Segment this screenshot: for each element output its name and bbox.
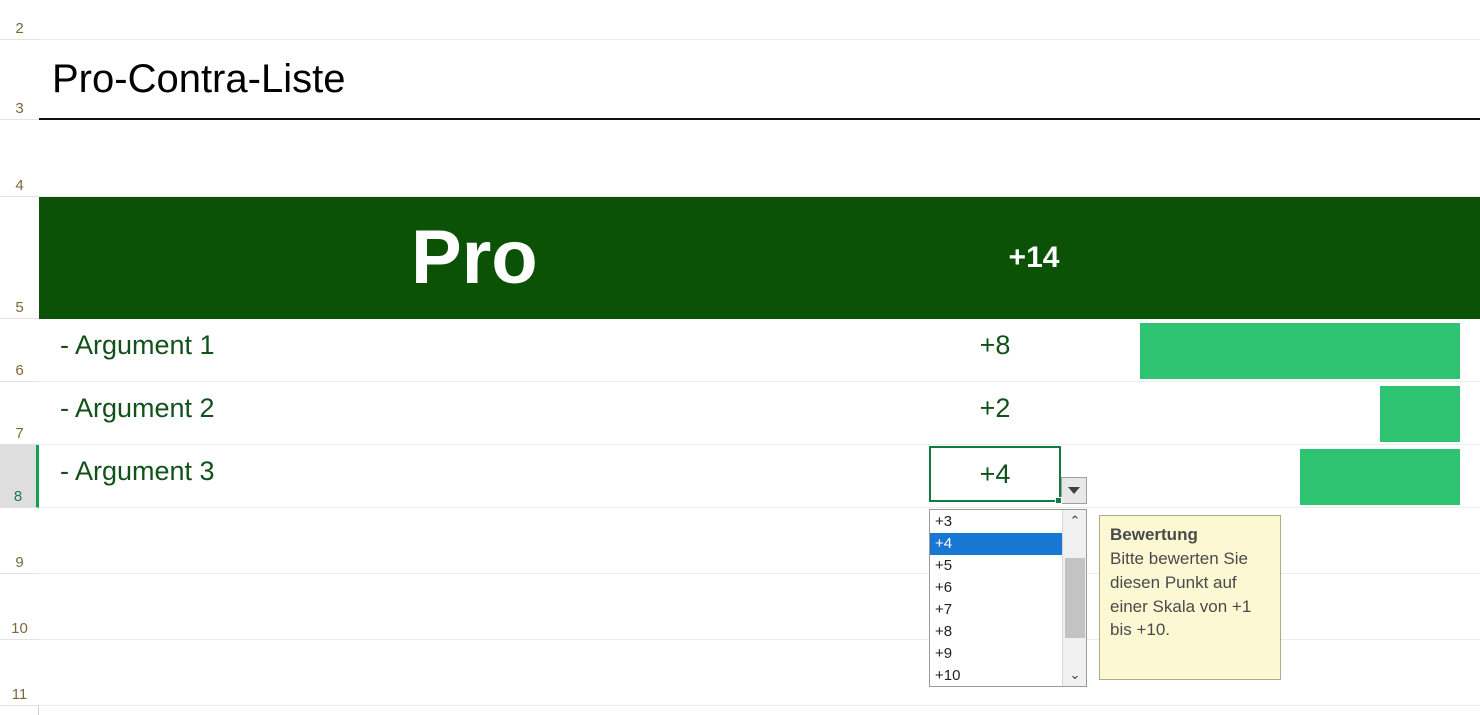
argument-label[interactable]: - Argument 2 [60, 393, 215, 423]
argument-label[interactable]: - Argument 1 [60, 330, 215, 360]
title-row: Pro-Contra-Liste [39, 40, 1480, 120]
dropdown-option[interactable]: +10 [935, 667, 961, 684]
row-header-9[interactable]: 9 [0, 508, 39, 574]
grid-row [39, 382, 1480, 445]
pro-section-header: Pro +14 [39, 197, 1480, 319]
grid-row [39, 120, 1480, 197]
dropdown-toggle-button[interactable] [1061, 477, 1087, 504]
tooltip-body: Bitte bewerten Sie diesen Punkt auf eine… [1110, 548, 1252, 640]
dropdown-option[interactable]: +7 [935, 601, 953, 618]
dropdown-options[interactable]: +3 +4 +5 +6 +7 +8 +9 +10 [930, 510, 1062, 686]
dropdown-option[interactable]: +3 [935, 513, 953, 530]
dropdown-option[interactable]: +5 [935, 557, 953, 574]
pro-heading: Pro [411, 215, 538, 300]
dropdown-list[interactable]: +3 +4 +5 +6 +7 +8 +9 +10 ⌃ ⌄ [929, 509, 1087, 687]
fill-handle[interactable] [1055, 497, 1062, 504]
chevron-down-icon [1068, 487, 1080, 494]
row-header-6[interactable]: 6 [0, 319, 39, 382]
row-header-10[interactable]: 10 [0, 574, 39, 640]
argument-label[interactable]: - Argument 3 [60, 456, 215, 486]
scrollbar-thumb[interactable] [1065, 558, 1085, 638]
row-header-7[interactable]: 7 [0, 382, 39, 445]
row-header-gutter: 2 3 4 5 6 7 8 9 10 11 [0, 0, 39, 715]
row-header-5[interactable]: 5 [0, 197, 39, 319]
chevron-up-icon[interactable]: ⌃ [1069, 513, 1081, 528]
argument-score[interactable]: +8 [979, 330, 1011, 360]
argument-score[interactable]: +2 [979, 393, 1011, 423]
grid-row [39, 574, 1480, 640]
row-header-4[interactable]: 4 [0, 120, 39, 197]
input-message-tooltip: Bewertung Bitte bewerten Sie diesen Punk… [1099, 515, 1281, 680]
tooltip-title: Bewertung [1110, 525, 1198, 544]
dropdown-option[interactable]: +4 [930, 533, 1062, 555]
grid-row [39, 508, 1480, 574]
dropdown-option[interactable]: +9 [935, 645, 953, 662]
dropdown-option[interactable]: +8 [935, 623, 953, 640]
selected-cell[interactable]: +4 [929, 446, 1061, 502]
grid-row [39, 640, 1480, 706]
row-header-2[interactable]: 2 [0, 0, 39, 40]
dropdown-option[interactable]: +6 [935, 579, 953, 596]
selected-cell-value: +4 [979, 458, 1011, 489]
data-bar [1140, 323, 1460, 379]
data-bar [1380, 386, 1460, 442]
data-bar [1300, 449, 1460, 505]
grid-row [39, 0, 1480, 40]
row-header-8[interactable]: 8 [0, 445, 39, 508]
grid-row [39, 445, 1480, 508]
dropdown-scrollbar[interactable]: ⌃ ⌄ [1062, 510, 1086, 686]
chevron-down-icon[interactable]: ⌄ [1069, 667, 1081, 682]
pro-total-score: +14 [1008, 241, 1060, 274]
grid-row [39, 319, 1480, 382]
page-title: Pro-Contra-Liste [52, 57, 346, 101]
row-header-11[interactable]: 11 [0, 640, 39, 706]
row-header-3[interactable]: 3 [0, 40, 39, 120]
